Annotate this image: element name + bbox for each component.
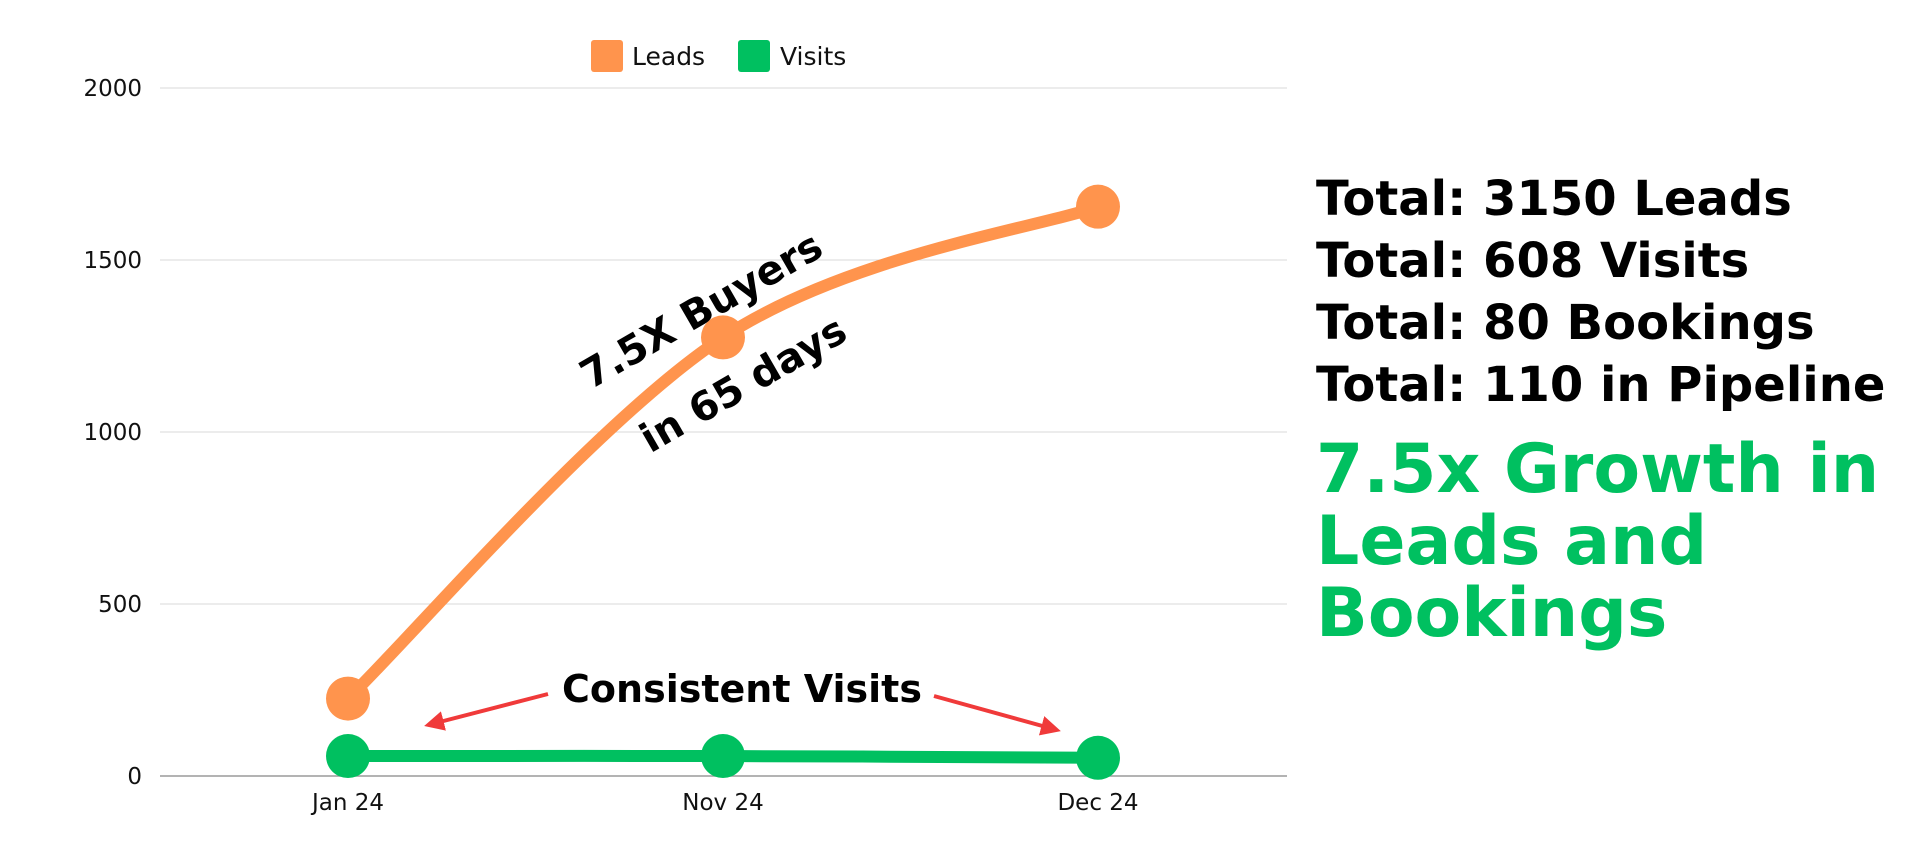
y-axis-tick-labels: 0 500 1000 1500 2000 [83, 76, 142, 790]
stat-total-visits: Total: 608 Visits [1316, 233, 1750, 289]
growth-headline-line-1: 7.5x Growth in [1316, 430, 1880, 509]
visits-point-nov-24 [701, 734, 745, 779]
leads-point-nov-24 [701, 315, 745, 360]
legend-label-visits: Visits [780, 42, 846, 71]
x-tick-label-dec-24: Dec 24 [1057, 790, 1138, 816]
leads-point-jan-24 [326, 676, 370, 721]
stat-total-pipeline: Total: 110 in Pipeline [1316, 357, 1886, 413]
chart-annotations: 7.5X Buyers in 65 days Consistent Visits [424, 223, 1061, 736]
stat-total-leads: Total: 3150 Leads [1316, 171, 1792, 227]
visits-annotation-arrow-left [424, 692, 549, 731]
visits-annotation-arrow-right [933, 694, 1061, 736]
visits-point-dec-24 [1076, 735, 1120, 780]
growth-headline-line-2: Leads and [1316, 502, 1708, 581]
legend-swatch-leads [591, 40, 623, 72]
summary-panel: Total: 3150 Leads Total: 608 Visits Tota… [1316, 168, 1906, 650]
y-tick-label-500: 500 [98, 592, 142, 618]
visits-point-jan-24 [326, 734, 370, 779]
y-tick-label-1000: 1000 [83, 420, 142, 446]
x-axis-tick-labels: Jan 24 Nov 24 Dec 24 [310, 790, 1139, 816]
y-tick-label-1500: 1500 [83, 248, 142, 274]
y-tick-label-0: 0 [127, 764, 142, 790]
series-lines [326, 184, 1120, 780]
x-tick-label-nov-24: Nov 24 [682, 790, 763, 816]
line-chart: 0 500 1000 1500 2000 Jan 24 Nov 24 Dec 24 7.5X… [83, 40, 1287, 816]
visits-annotation-label: Consistent Visits [562, 667, 922, 711]
x-tick-label-jan-24: Jan 24 [310, 790, 384, 816]
legend-label-leads: Leads [632, 42, 705, 71]
stat-total-bookings: Total: 80 Bookings [1316, 295, 1815, 351]
growth-headline-line-3: Bookings [1316, 574, 1668, 653]
legend: Leads Visits [591, 40, 846, 72]
growth-headline: 7.5x Growth in Leads and Bookings [1316, 434, 1906, 650]
leads-point-dec-24 [1076, 184, 1120, 229]
y-tick-label-2000: 2000 [83, 76, 142, 102]
legend-swatch-visits [738, 40, 770, 72]
